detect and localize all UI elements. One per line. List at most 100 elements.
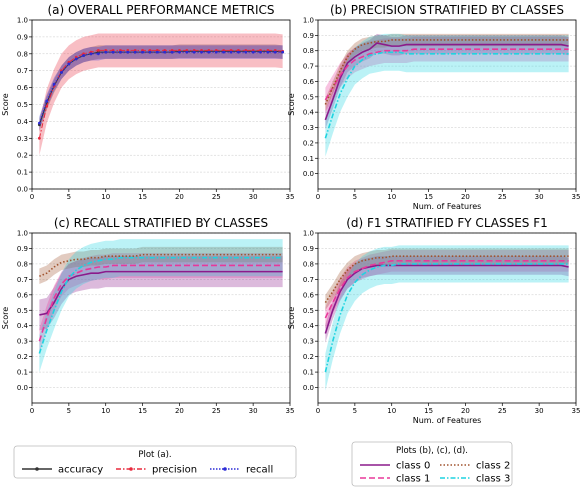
- legend-item: class 0: [360, 461, 430, 472]
- legend-item: class 2: [440, 461, 510, 472]
- chart-panel-1: 0 5 10 15 20 25 30 35 0.0 0.1 0.2 0.3 0.4 0.5 0.6 0.7 0.…: [287, 3, 580, 211]
- x-tick-label: 35: [286, 407, 295, 415]
- chart-title: (a) OVERALL PERFORMANCE METRICS: [47, 3, 274, 17]
- x-tick-label: 5: [353, 407, 357, 415]
- band-class-3: [325, 33, 569, 157]
- plot-frame: [317, 19, 577, 190]
- y-tick-label: 0.2: [17, 152, 28, 160]
- series-line: [38, 50, 283, 125]
- band-precision: [39, 33, 283, 156]
- series-line: [324, 255, 569, 303]
- legend-label: precision: [152, 465, 197, 476]
- y-tick-label: 0.1: [303, 155, 314, 163]
- x-tick-label: 15: [424, 193, 433, 201]
- data-point: [104, 50, 108, 54]
- x-tick-label: 20: [175, 407, 184, 415]
- band-class-3: [39, 239, 283, 373]
- series-line: [324, 263, 569, 373]
- y-axis-label: Score: [287, 93, 296, 115]
- legend-marker: [35, 467, 39, 471]
- y-tick-label: 0.6: [17, 84, 29, 92]
- y-tick-label: 1.0: [303, 17, 314, 25]
- legend-marker: [129, 467, 133, 471]
- y-tick-label: 0.6: [303, 291, 315, 299]
- x-tick-label: 5: [353, 193, 357, 201]
- data-point: [178, 50, 181, 54]
- data-point: [266, 50, 270, 54]
- y-tick-label: 1.0: [17, 230, 28, 238]
- y-tick-label: 0.9: [303, 32, 314, 40]
- y-tick-label: 0.4: [17, 118, 29, 126]
- data-point: [37, 121, 41, 125]
- series-line: [324, 51, 569, 139]
- data-point: [45, 99, 49, 103]
- legends: Plot (a). accuracy precision recall Plots (b…: [13, 441, 513, 487]
- series-line: [38, 264, 283, 342]
- x-tick-label: 0: [30, 407, 34, 415]
- data-point: [237, 50, 240, 54]
- chart-panel-3: 0 5 10 15 20 25 30 35 0.0 0.1 0.2 0.3 0.4 0.5 0.6 0.7 0.…: [287, 216, 580, 425]
- series-line: [324, 42, 569, 121]
- series-class-3: [324, 263, 569, 373]
- y-tick-label: 0.4: [17, 322, 29, 330]
- x-tick-label: 35: [286, 193, 295, 201]
- y-tick-label: 0.2: [303, 353, 314, 361]
- x-tick-label: 20: [461, 193, 470, 201]
- series-recall: [37, 50, 285, 125]
- x-tick-label: 0: [316, 193, 320, 201]
- y-tick-label: 0.0: [303, 384, 314, 392]
- y-tick-label: 0.2: [303, 139, 314, 147]
- series-class-1: [324, 260, 569, 319]
- data-point: [244, 50, 248, 54]
- y-tick-label: 1.0: [303, 230, 314, 238]
- data-point: [111, 50, 115, 54]
- data-point: [259, 50, 262, 54]
- chart-panel-2: 0 5 10 15 20 25 30 35 0.0 0.1 0.2 0.3 0.4 0.5 0.6 0.7 0.…: [1, 216, 294, 415]
- band-class-1: [39, 253, 283, 354]
- y-tick-label: 0.8: [303, 47, 314, 55]
- legend-item: class 3: [440, 474, 510, 485]
- y-tick-label: 0.9: [17, 245, 28, 253]
- x-tick-label: 20: [461, 407, 470, 415]
- data-point: [251, 50, 255, 54]
- legend-frame: [351, 441, 513, 487]
- series-line: [324, 260, 569, 319]
- data-point: [119, 50, 122, 54]
- x-tick-label: 0: [30, 193, 34, 201]
- data-point: [133, 50, 137, 54]
- y-tick-label: 0.9: [17, 33, 28, 41]
- y-tick-label: 0.9: [303, 245, 314, 253]
- legend-label: class 0: [396, 461, 430, 472]
- chart-title: (d) F1 STRATIFIED FY CLASSES F1: [346, 216, 548, 230]
- legend-label: class 1: [396, 474, 430, 485]
- x-tick-label: 30: [249, 407, 258, 415]
- y-tick-label: 0.7: [303, 63, 314, 71]
- y-tick-label: 0.7: [17, 67, 28, 75]
- series-line: [38, 49, 283, 139]
- x-axis-label: Num. of Features: [413, 202, 482, 211]
- series-class-0: [39, 270, 283, 316]
- data-point: [37, 136, 41, 140]
- series-class-2: [324, 255, 569, 303]
- series-class-2: [39, 253, 283, 278]
- band-class-3: [325, 245, 569, 391]
- y-tick-label: 0.8: [17, 260, 28, 268]
- data-point: [148, 50, 152, 54]
- data-point: [52, 82, 56, 86]
- legend-item: accuracy: [22, 465, 103, 476]
- y-tick-label: 0.1: [17, 369, 28, 377]
- y-tick-label: 0.5: [303, 93, 314, 101]
- legend-label: recall: [246, 465, 273, 476]
- y-tick-label: 0.7: [303, 276, 314, 284]
- data-point: [141, 50, 144, 54]
- plot-frame: [31, 232, 291, 404]
- data-point: [185, 50, 189, 54]
- band-accuracy: [39, 44, 283, 132]
- x-tick-label: 15: [138, 193, 147, 201]
- chart-panels: 0 5 10 15 20 25 30 35 0.0 0.1 0.2 0.3 0.4 0.5 0.6 0.7 0.…: [1, 3, 580, 425]
- legend-item: recall: [210, 465, 273, 476]
- data-point: [222, 50, 226, 54]
- series-class-3: [38, 256, 283, 354]
- y-tick-label: 0.5: [17, 101, 28, 109]
- y-tick-label: 0.3: [17, 135, 28, 143]
